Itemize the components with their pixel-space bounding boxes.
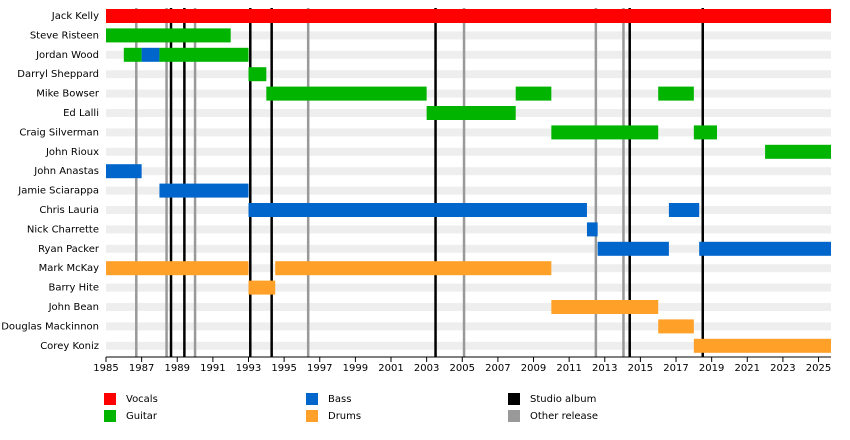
member-label: Ryan Packer [38,244,100,255]
member-label: Corey Koniz [40,341,99,352]
legend-label: Drums [328,411,361,422]
x-tick-label: 2017 [663,363,688,374]
x-tick-label: 1989 [165,363,190,374]
member-label: Steve Risteen [30,30,99,41]
row-band [106,303,831,311]
x-tick-label: 2025 [806,363,831,374]
member-bar [159,183,249,198]
member-bar [248,67,267,82]
member-bar [266,86,427,101]
x-tick-label: 2023 [770,363,795,374]
member-label: Jack Kelly [51,11,99,22]
member-bar [597,241,669,256]
member-label: John Rioux [45,147,99,158]
member-label: Mark McKay [39,263,99,274]
x-tick-label: 2011 [556,363,581,374]
legend-label: Bass [328,394,351,405]
member-bar [693,338,831,353]
row-band [106,322,831,331]
legend-swatch [306,393,318,405]
member-bar [248,203,587,217]
member-label: Ed Lalli [63,108,99,119]
row-band [106,341,831,350]
legend-swatch [508,393,520,405]
x-tick-label: 2009 [521,363,546,374]
member-bar [551,300,659,314]
member-bar [106,261,249,276]
x-tick-label: 1993 [236,363,261,374]
row-band [106,244,831,253]
member-bar [693,125,717,140]
member-bar [658,86,694,101]
member-bar [515,86,552,101]
x-tick-label: 2005 [450,363,475,374]
legend-swatch [508,410,520,422]
x-tick-label: 2015 [628,363,653,374]
member-label: Darryl Sheppard [17,69,99,80]
member-bar [123,47,142,62]
x-tick-label: 2007 [485,363,510,374]
member-label: Jamie Sciarappa [17,186,99,197]
x-tick-label: 2001 [378,363,403,374]
legend-label: Vocals [126,394,158,405]
member-label: Jordan Wood [35,50,99,61]
row-band [106,147,831,156]
member-bar [159,47,249,62]
x-tick-label: 2021 [735,363,760,374]
row-band [106,225,831,234]
member-bar [275,261,552,276]
row-band [106,50,831,59]
x-tick-label: 2019 [699,363,724,374]
legend-swatch [104,393,116,405]
x-tick-label: 1987 [129,363,154,374]
row-band [106,31,831,40]
member-bar [668,203,700,217]
x-tick-label: 1991 [200,363,225,374]
x-tick-label: 2003 [414,363,439,374]
legend-swatch [104,410,116,422]
legend-label: Other release [530,411,598,422]
row-band [106,70,831,79]
x-tick-label: 1999 [343,363,368,374]
member-bar [658,319,694,334]
x-tick-label: 2013 [592,363,617,374]
legend-swatch [306,410,318,422]
x-tick-label: 1997 [307,363,332,374]
member-bar [551,125,659,140]
member-label: John Anastas [33,166,99,177]
legend-label: Guitar [126,411,158,422]
legend-label: Studio album [530,394,596,405]
member-bar [426,106,516,120]
x-tick-label: 1995 [271,363,296,374]
member-bar [765,144,831,159]
member-label: Mike Bowser [36,89,100,100]
member-bar [141,47,160,62]
member-bar [586,222,598,237]
member-bar [106,9,831,23]
member-label: Nick Charrette [27,224,99,235]
row-band [106,89,831,98]
member-label: Craig Silverman [19,127,99,138]
member-bar [248,280,276,295]
member-bar [106,164,142,179]
member-bar [106,28,231,43]
member-bar [699,241,831,256]
row-band [106,186,831,195]
member-label: Douglas Mackinnon [1,321,99,332]
row-band [106,128,831,137]
member-label: Chris Lauria [39,205,99,216]
row-band [106,283,831,292]
member-label: Barry Hite [48,283,99,294]
x-tick-label: 1985 [93,363,118,374]
row-band [106,167,831,176]
member-label: John Bean [48,302,99,313]
